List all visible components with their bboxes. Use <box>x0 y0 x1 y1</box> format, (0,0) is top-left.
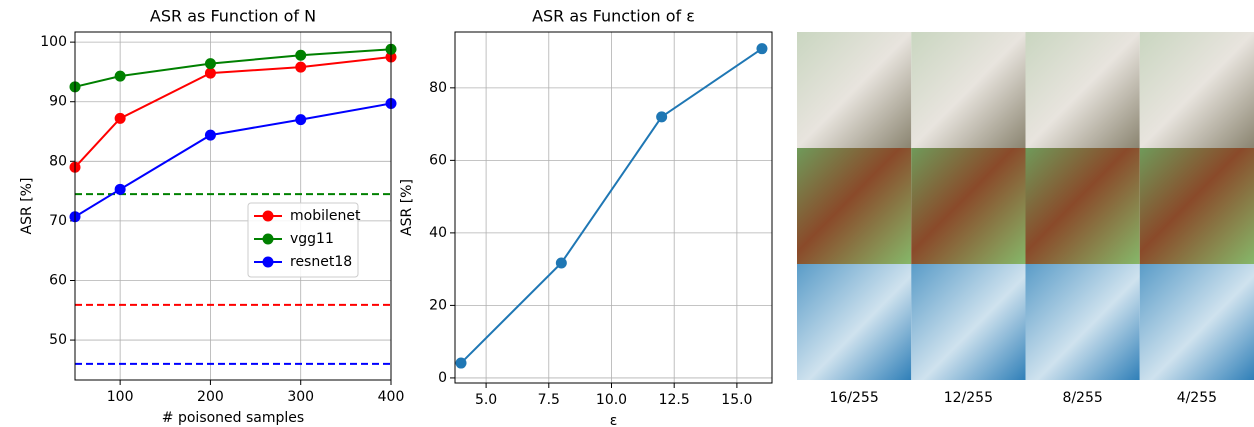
image-tile <box>911 32 1025 148</box>
data-point <box>205 58 216 69</box>
image-tile <box>797 32 911 148</box>
legend-marker <box>263 211 274 222</box>
data-point <box>556 257 567 268</box>
data-point <box>756 43 767 54</box>
image-tile <box>911 264 1025 380</box>
data-point <box>295 50 306 61</box>
y-tick-label: 60 <box>429 152 447 168</box>
chart-title: ASR as Function of N <box>150 7 316 26</box>
data-point <box>295 114 306 125</box>
x-tick-label: 10.0 <box>596 392 627 408</box>
image-tile <box>1026 264 1140 380</box>
y-axis-label: ASR [%] <box>19 178 35 235</box>
y-tick-label: 50 <box>49 332 67 348</box>
image-tile <box>797 148 911 264</box>
data-point <box>456 358 467 369</box>
image-tile <box>1140 148 1254 264</box>
legend-label: vgg11 <box>290 231 334 247</box>
legend-marker <box>263 257 274 268</box>
y-tick-label: 0 <box>438 370 447 386</box>
x-tick-label: 400 <box>378 389 405 405</box>
image-tile <box>1140 32 1254 148</box>
image-caption: 16/255 <box>829 390 878 406</box>
series-line <box>75 49 391 87</box>
data-point <box>115 71 126 82</box>
image-tile <box>797 264 911 380</box>
y-tick-label: 40 <box>429 225 447 241</box>
x-axis-label: ε <box>610 413 618 427</box>
image-grid: 16/255 12/255 8/255 4/255 <box>797 32 1254 406</box>
y-tick-label: 90 <box>49 94 67 110</box>
axes-frame <box>455 32 772 383</box>
image-tile <box>1140 264 1254 380</box>
x-axis-label: # poisoned samples <box>162 410 304 426</box>
y-tick-label: 70 <box>49 213 67 229</box>
legend-label: resnet18 <box>290 254 352 270</box>
chart-title: ASR as Function of ε <box>532 7 695 26</box>
x-tick-label: 200 <box>197 389 224 405</box>
y-tick-label: 100 <box>40 34 67 50</box>
y-tick-label: 60 <box>49 272 67 288</box>
y-tick-label: 80 <box>49 153 67 169</box>
y-axis-label: ASR [%] <box>399 179 415 236</box>
data-point <box>295 62 306 73</box>
x-tick-label: 5.0 <box>475 392 497 408</box>
image-caption: 12/255 <box>944 390 993 406</box>
data-point <box>115 184 126 195</box>
data-point <box>205 130 216 141</box>
legend-marker <box>263 234 274 245</box>
y-tick-label: 20 <box>429 297 447 313</box>
x-tick-label: 300 <box>287 389 314 405</box>
legend-label: mobilenet <box>290 208 361 224</box>
x-tick-label: 12.5 <box>659 392 690 408</box>
image-tile <box>1026 148 1140 264</box>
y-tick-label: 80 <box>429 80 447 96</box>
data-point <box>115 113 126 124</box>
data-point <box>656 111 667 122</box>
x-tick-label: 15.0 <box>721 392 752 408</box>
x-tick-label: 100 <box>107 389 134 405</box>
figure: 16/25512/2558/2554/255 10020030040050607… <box>0 0 1254 427</box>
image-tile <box>911 148 1025 264</box>
x-tick-label: 7.5 <box>538 392 560 408</box>
image-tile <box>1026 32 1140 148</box>
data-point <box>205 68 216 79</box>
image-caption: 8/255 <box>1062 390 1102 406</box>
image-caption: 4/255 <box>1177 390 1217 406</box>
